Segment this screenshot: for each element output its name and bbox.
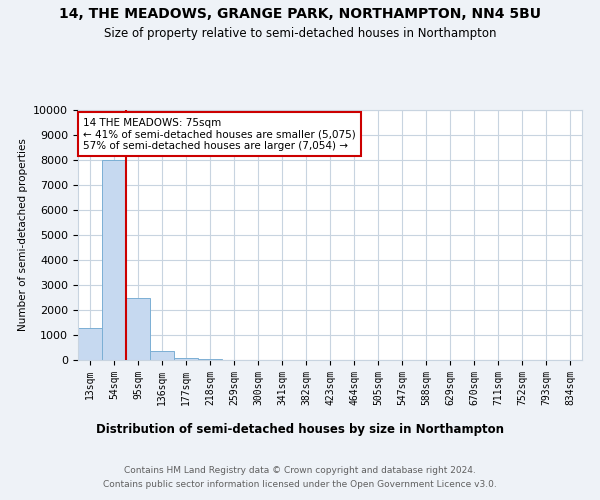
Bar <box>126 298 150 360</box>
Text: Size of property relative to semi-detached houses in Northampton: Size of property relative to semi-detach… <box>104 28 496 40</box>
Text: Distribution of semi-detached houses by size in Northampton: Distribution of semi-detached houses by … <box>96 422 504 436</box>
Bar <box>198 359 222 360</box>
Bar <box>78 328 102 360</box>
Y-axis label: Number of semi-detached properties: Number of semi-detached properties <box>18 138 28 332</box>
Text: Contains public sector information licensed under the Open Government Licence v3: Contains public sector information licen… <box>103 480 497 489</box>
Text: 14 THE MEADOWS: 75sqm
← 41% of semi-detached houses are smaller (5,075)
57% of s: 14 THE MEADOWS: 75sqm ← 41% of semi-deta… <box>83 118 356 150</box>
Bar <box>102 160 126 360</box>
Text: 14, THE MEADOWS, GRANGE PARK, NORTHAMPTON, NN4 5BU: 14, THE MEADOWS, GRANGE PARK, NORTHAMPTO… <box>59 8 541 22</box>
Bar <box>150 351 174 360</box>
Bar <box>174 358 198 360</box>
Text: Contains HM Land Registry data © Crown copyright and database right 2024.: Contains HM Land Registry data © Crown c… <box>124 466 476 475</box>
